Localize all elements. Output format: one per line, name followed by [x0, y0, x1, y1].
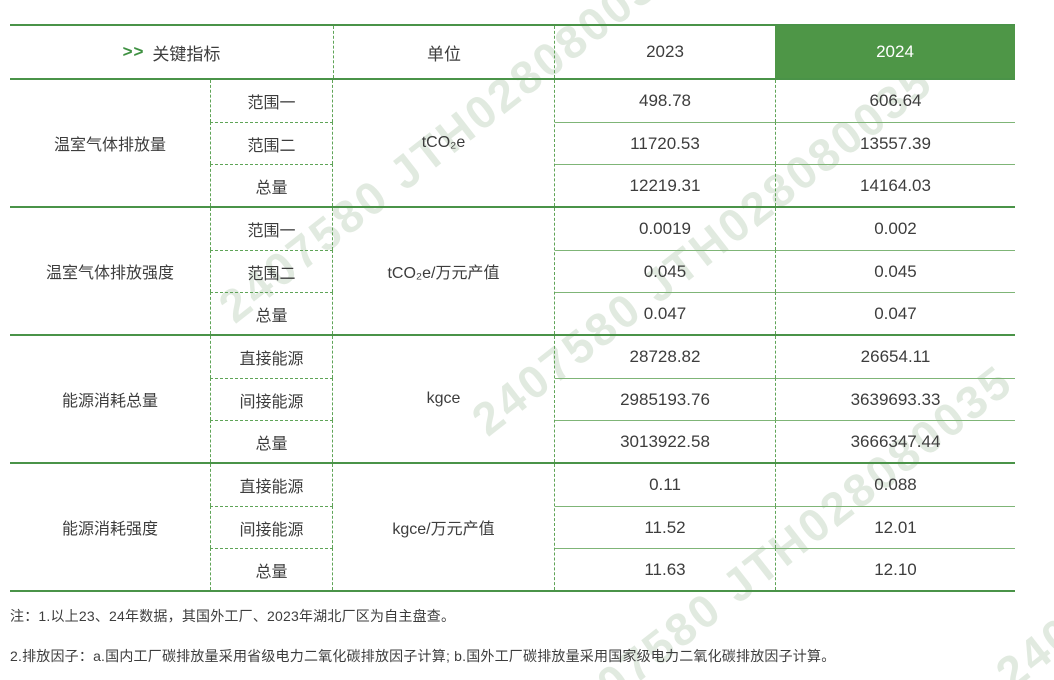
value-2023: 0.0019	[639, 219, 691, 238]
unit-cell: kgce/万元产值	[333, 464, 555, 590]
value-2024: 12.01	[775, 506, 1015, 548]
value-2023: 2985193.76	[555, 378, 775, 420]
value-2024: 0.002	[775, 208, 1015, 250]
indicator-group-name: 能源消耗总量	[61, 393, 158, 410]
value-2023: 11.63	[555, 548, 775, 590]
value-2024: 26654.11	[775, 336, 1015, 378]
indicator-group-name: 温室气体排放强度	[45, 265, 174, 282]
sub-indicator: 范围二	[210, 122, 333, 164]
header-unit: 单位	[333, 26, 555, 78]
value-2024: 3666347.44	[775, 420, 1015, 462]
sub-indicator: 范围一	[210, 208, 333, 250]
value-2024: 0.088	[775, 464, 1015, 506]
value-2024: 3639693.33	[775, 378, 1015, 420]
unit-cell: tCO₂e	[333, 80, 555, 206]
value-2024: 0.047	[775, 292, 1015, 334]
sub-indicator: 总量	[210, 420, 333, 462]
value-2024: 0.045	[775, 250, 1015, 292]
sub-indicator: 范围二	[210, 250, 333, 292]
header-key-indicators-label: 关键指标	[152, 44, 221, 64]
sub-indicator: 间接能源	[210, 378, 333, 420]
block-energy-total: 能源消耗总量 直接能源 间接能源 总量 kgce 28728.82 26654.…	[10, 336, 1015, 464]
unit-cell: tCO₂e/万元产值	[333, 208, 555, 334]
sub-indicator: 直接能源	[210, 464, 333, 506]
footnote-1: 注：1.以上23、24年数据，其国外工厂、2023年湖北厂区为自主盘查。	[10, 608, 456, 624]
value-2023: 0.11	[649, 475, 681, 494]
block-ghg-intensity: 温室气体排放强度 范围一 范围二 总量 tCO₂e/万元产值 0.0019 0.…	[10, 208, 1015, 336]
value-2024: 12.10	[775, 548, 1015, 590]
value-2024: 606.64	[775, 80, 1015, 122]
header-year-2024: 2024	[775, 26, 1015, 78]
footnote-2: 2.排放因子：a.国内工厂碳排放量采用省级电力二氧化碳排放因子计算; b.国外工…	[10, 648, 836, 664]
sub-indicator: 总量	[210, 548, 333, 590]
value-2023: 28728.82	[629, 347, 701, 366]
block-energy-intensity: 能源消耗强度 直接能源 间接能源 总量 kgce/万元产值 0.11 0.088…	[10, 464, 1015, 592]
indicator-group-name: 能源消耗强度	[61, 521, 158, 538]
sub-indicator: 总量	[210, 164, 333, 206]
key-indicators-table: >> 关键指标 单位 2023 2024 温室气体排放量 范围一 范围二 总量 …	[10, 24, 1015, 592]
sub-indicator: 直接能源	[210, 336, 333, 378]
header-year-2023: 2023	[646, 42, 684, 61]
table-header-row: >> 关键指标 单位 2023 2024	[10, 26, 1015, 80]
value-2023: 12219.31	[555, 164, 775, 206]
value-2023: 0.045	[555, 250, 775, 292]
sub-indicator: 范围一	[210, 80, 333, 122]
header-key-indicators: >> 关键指标	[10, 26, 333, 78]
block-ghg-emissions: 温室气体排放量 范围一 范围二 总量 tCO₂e 498.78 606.64 1…	[10, 80, 1015, 208]
value-2024: 13557.39	[775, 122, 1015, 164]
sub-indicator: 总量	[210, 292, 333, 334]
double-chevron-icon: >>	[122, 42, 145, 61]
unit-cell: kgce	[333, 336, 555, 462]
sub-indicator: 间接能源	[210, 506, 333, 548]
value-2023: 0.047	[555, 292, 775, 334]
value-2024: 14164.03	[775, 164, 1015, 206]
value-2023: 3013922.58	[555, 420, 775, 462]
value-2023: 11720.53	[555, 122, 775, 164]
indicator-group-name: 温室气体排放量	[53, 137, 166, 154]
value-2023: 11.52	[555, 506, 775, 548]
value-2023: 498.78	[639, 91, 691, 110]
